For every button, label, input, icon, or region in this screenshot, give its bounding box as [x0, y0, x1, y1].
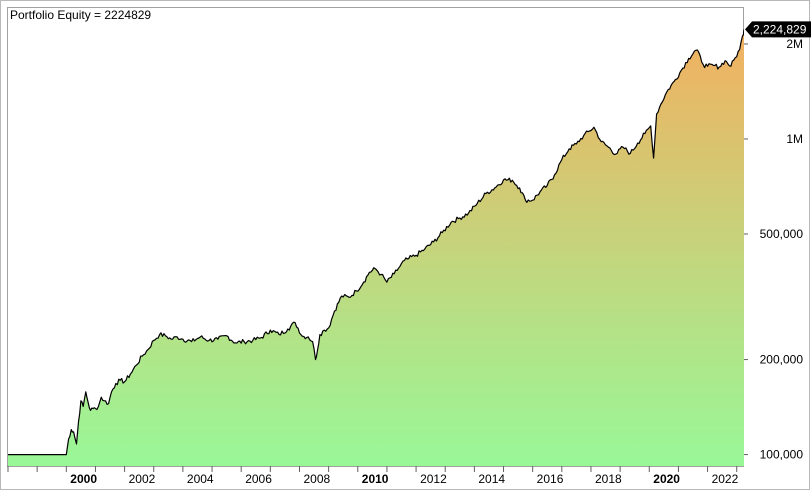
- equity-line: [8, 29, 744, 456]
- x-tick-label: 2012: [420, 472, 447, 486]
- x-tick-label: 2016: [537, 472, 564, 486]
- x-tick-label: 2018: [595, 472, 622, 486]
- y-tick-label: 2M: [786, 37, 803, 51]
- x-tick-label: 2006: [245, 472, 272, 486]
- y-tick-label: 500,000: [760, 227, 804, 241]
- y-tick-label: 100,000: [760, 448, 804, 462]
- y-tick-label: 200,000: [760, 353, 804, 367]
- x-tick-label: 2020: [653, 472, 680, 486]
- x-tick-label: 2008: [303, 472, 330, 486]
- x-tick-label: 2014: [478, 472, 505, 486]
- x-axis: 2000 2002 2004 2006 2008 2010 2012 2014 2016 2018…: [7, 466, 739, 486]
- y-tick-label: 1M: [786, 132, 803, 146]
- y-axis: 100,000 200,000 500,000 1M 2M: [744, 37, 803, 462]
- chart-title: Portfolio Equity = 2224829: [10, 8, 151, 22]
- x-tick-label: 2004: [187, 472, 214, 486]
- equity-area-fill: [8, 29, 744, 466]
- x-tick-label: 2022: [712, 472, 739, 486]
- x-tick-label: 2002: [129, 472, 156, 486]
- last-value-badge: [745, 21, 811, 38]
- x-tick-label: 2000: [70, 472, 97, 486]
- last-value-marker: 2,224,829: [745, 21, 811, 38]
- x-tick-label: 2010: [362, 472, 389, 486]
- last-value-label: 2,224,829: [753, 22, 807, 36]
